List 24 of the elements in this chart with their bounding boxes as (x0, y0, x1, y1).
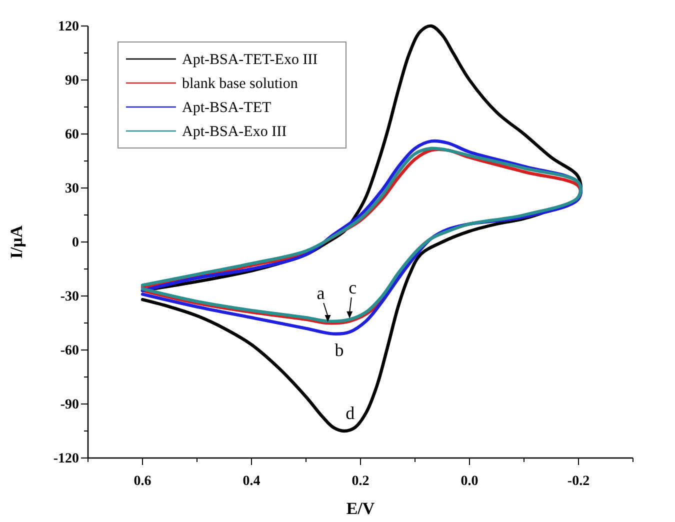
annotation: d (346, 403, 355, 423)
x-tick-label: 0.2 (352, 474, 370, 490)
y-tick-label: 120 (58, 19, 79, 34)
legend-label: blank base solution (182, 76, 298, 92)
y-tick-label: -120 (53, 451, 79, 466)
legend-label: Apt-BSA-TET (182, 100, 272, 116)
y-axis-title: I/μA (7, 224, 26, 259)
y-tick-label: 0 (72, 235, 79, 250)
x-tick-label: 0.4 (242, 474, 260, 490)
x-tick-label: 0.6 (134, 474, 152, 490)
y-tick-label: -30 (60, 289, 79, 304)
legend-label: Apt-BSA-Exo III (182, 124, 287, 140)
y-tick-label: -60 (60, 343, 79, 358)
annotation: c (348, 277, 357, 298)
x-tick-label: 0.0 (460, 474, 478, 490)
x-axis-title: E/V (346, 499, 376, 518)
x-tick-label: -0.2 (567, 474, 590, 490)
y-tick-label: 90 (65, 73, 79, 88)
y-tick-label: -90 (60, 397, 79, 412)
annotation: a (316, 283, 325, 303)
y-tick-label: 30 (65, 181, 79, 196)
annotation: b (334, 340, 344, 360)
y-tick-label: 60 (65, 127, 79, 142)
legend-label: Apt-BSA-TET-Exo III (182, 52, 318, 68)
